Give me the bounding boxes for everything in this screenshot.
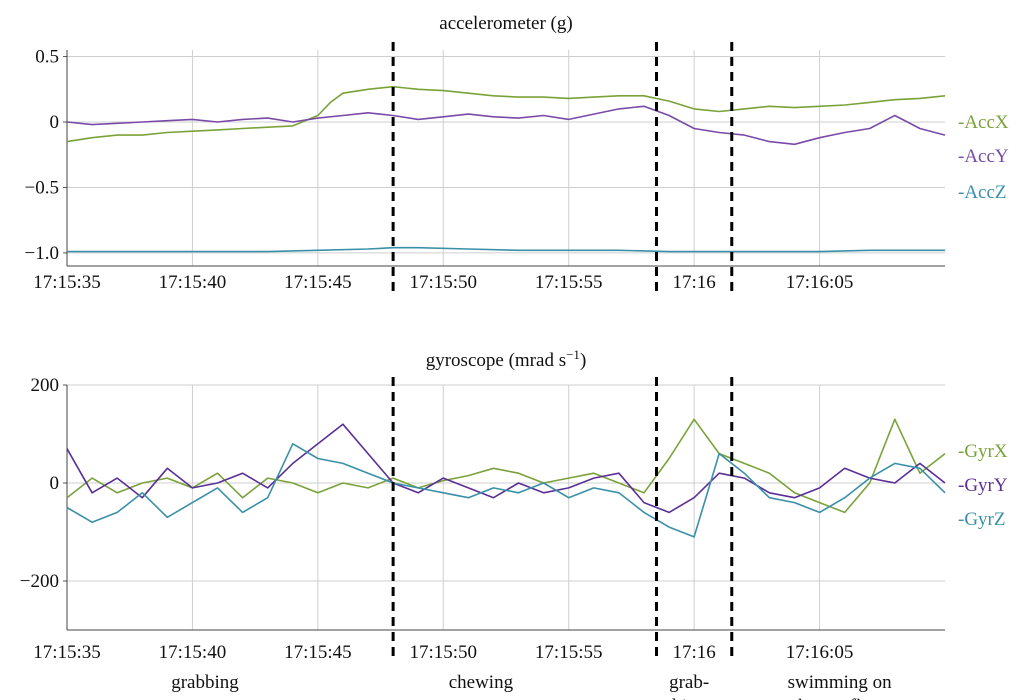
event-label: grabbing <box>171 672 239 693</box>
series-line-gyrz <box>66 442 946 538</box>
legend-entry-accx: -AccX <box>958 112 1009 133</box>
chart-title: gyroscope (mrad s−1) <box>426 347 587 372</box>
y-tick-label: 0 <box>50 473 60 494</box>
legend-entry-accz: -AccZ <box>958 182 1007 203</box>
y-tick-label: 0.5 <box>35 47 59 68</box>
chart-title: accelerometer (g) <box>439 13 572 34</box>
x-tick-label: 17:16 <box>673 272 716 293</box>
event-label: the sea floor <box>793 696 888 700</box>
event-label: bing <box>672 696 706 700</box>
series-line-accx <box>66 85 946 143</box>
legend-entry-gyrx: -GyrX <box>958 441 1008 462</box>
y-tick-label: −0.5 <box>25 177 59 198</box>
series-line-gyrx <box>66 418 946 514</box>
legend-entry-accy: -AccY <box>958 146 1009 167</box>
x-tick-label: 17:15:55 <box>535 272 603 293</box>
y-tick-label: −1.0 <box>25 243 59 264</box>
x-tick-label: 17:16:05 <box>786 272 854 293</box>
event-label: chewing <box>449 672 514 693</box>
y-tick-label: −200 <box>20 571 59 592</box>
event-label: swimming on <box>788 672 892 693</box>
x-tick-label: 17:15:55 <box>535 642 603 663</box>
series-line-accy <box>66 105 946 146</box>
x-tick-label: 17:15:50 <box>410 642 478 663</box>
legend-entry-gyry: -GyrY <box>958 475 1008 496</box>
x-tick-label: 17:15:40 <box>159 642 227 663</box>
y-tick-label: 200 <box>31 375 60 396</box>
y-tick-label: 0 <box>50 112 60 133</box>
legend-entry-gyrz: -GyrZ <box>958 509 1005 530</box>
x-tick-label: 17:16:05 <box>786 642 854 663</box>
x-tick-label: 17:15:40 <box>159 272 227 293</box>
x-tick-label: 17:15:45 <box>284 272 352 293</box>
x-tick-label: 17:15:45 <box>284 642 352 663</box>
x-tick-label: 17:15:50 <box>410 272 478 293</box>
x-tick-label: 17:15:35 <box>33 642 101 663</box>
event-label: grab- <box>669 672 709 693</box>
x-tick-label: 17:15:35 <box>33 272 101 293</box>
series-line-accz <box>67 246 945 253</box>
x-tick-label: 17:16 <box>673 642 716 663</box>
